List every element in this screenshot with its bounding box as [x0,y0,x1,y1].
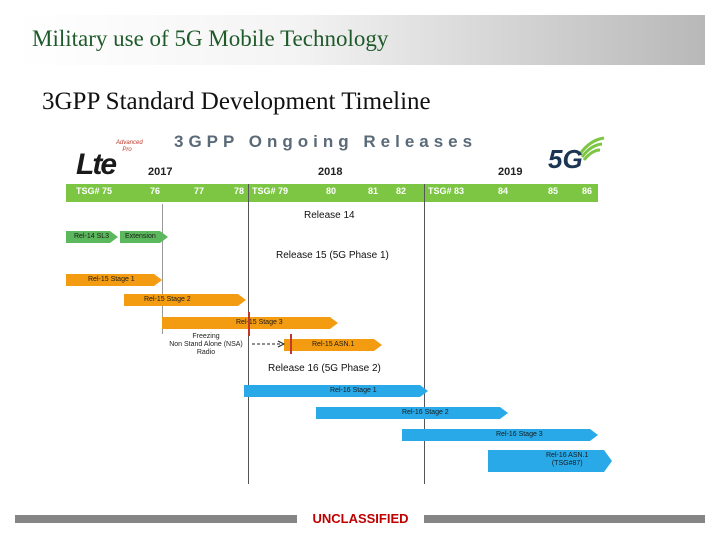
year-label-2019: 2019 [498,166,523,178]
tsg-meeting: TSG# 79 [252,186,289,196]
rel16-stage1-bar [244,385,428,397]
lte-logo-tag: Advanced Pro [116,140,143,153]
year-label-2017: 2017 [148,166,173,178]
rel15-stage3-bar [162,317,338,329]
tsg-meeting: 81 [368,186,379,196]
nsa-freeze-marker [248,312,250,336]
tsg-meeting: 85 [548,186,559,196]
tsg-meeting: 80 [326,186,337,196]
release-timeline-diagram: 3GPP Ongoing Releases Lte Advanced Pro 5… [62,128,618,493]
footer-bar-left [15,515,297,523]
5g-logo-text: 5G [548,144,583,174]
meeting-divider [162,204,163,334]
5g-arcs-icon [578,136,605,161]
classification-marking: UNCLASSIFIED [312,511,409,526]
year-divider [424,184,425,484]
rel16-stage3-label: Rel-16 Stage 3 [496,431,543,438]
tsg-meeting-strip [66,184,598,202]
rel16-asn1-line2: (TSG#87) [551,460,583,467]
tsg-meeting: 84 [498,186,509,196]
release-15-label: Release 15 (5G Phase 1) [276,250,389,261]
tsg-meeting: 76 [150,186,161,196]
tsg-meeting: 82 [396,186,407,196]
diagram-heading: 3GPP Ongoing Releases [174,132,478,151]
nsa-freeze-note: Freezing Non Stand Alone (NSA) Radio [158,333,254,357]
rel15-asn1-label: Rel-15 ASN.1 [312,341,355,348]
rel15-stage2-label: Rel-15 Stage 2 [144,296,191,303]
5g-logo: 5G [544,134,610,174]
title-bar [15,15,705,65]
tsg-meeting: TSG# 83 [428,186,465,196]
rel16-asn1-line1: Rel-16 ASN.1 [546,452,589,459]
release-14-label: Release 14 [304,210,355,221]
tsg-meeting: 78 [234,186,245,196]
footer-bar-right [424,515,705,523]
tsg-meeting: TSG# 75 [76,186,113,196]
rel16-asn1-bar [488,450,612,472]
rel16-stage3-bar [402,429,598,441]
tsg-meeting: 77 [194,186,205,196]
slide-subtitle: 3GPP Standard Development Timeline [42,88,431,115]
rel14-extension-bar [120,231,168,243]
nsa-freeze-line3: Radio [196,349,216,356]
rel16-asn1-label: Rel-16 ASN.1 (TSG#87) [546,452,588,468]
rel15-stage3-label: Rel-15 Stage 3 [236,319,283,326]
slide-title: Military use of 5G Mobile Technology [32,26,389,51]
rel15-stage1-label: Rel-15 Stage 1 [88,276,135,283]
rel14-sl3-bar [66,231,118,243]
rel14-sl3-label: Rel-14 SL3 [74,233,110,240]
nsa-freeze-line1: Freezing [192,333,220,340]
rel16-stage2-bar [316,407,508,419]
rel15-asn1-bar [284,339,382,351]
rel15-stage2-bar [124,294,246,306]
year-label-2018: 2018 [318,166,343,178]
tsg-meeting: 86 [582,186,593,196]
asn1-freeze-marker [290,334,292,354]
rel14-extension-label: Extension [125,233,156,240]
freeze-arrow-icon [252,340,286,348]
rel15-stage1-bar [66,274,162,286]
nsa-freeze-line2: Non Stand Alone (NSA) [169,341,243,348]
rel16-stage2-label: Rel-16 Stage 2 [402,409,449,416]
lte-logo-text: Lte [76,148,117,181]
rel16-stage1-label: Rel-16 Stage 1 [330,387,377,394]
lte-advanced-pro-logo: Lte Advanced Pro [76,140,143,182]
release-16-label: Release 16 (5G Phase 2) [268,363,381,374]
